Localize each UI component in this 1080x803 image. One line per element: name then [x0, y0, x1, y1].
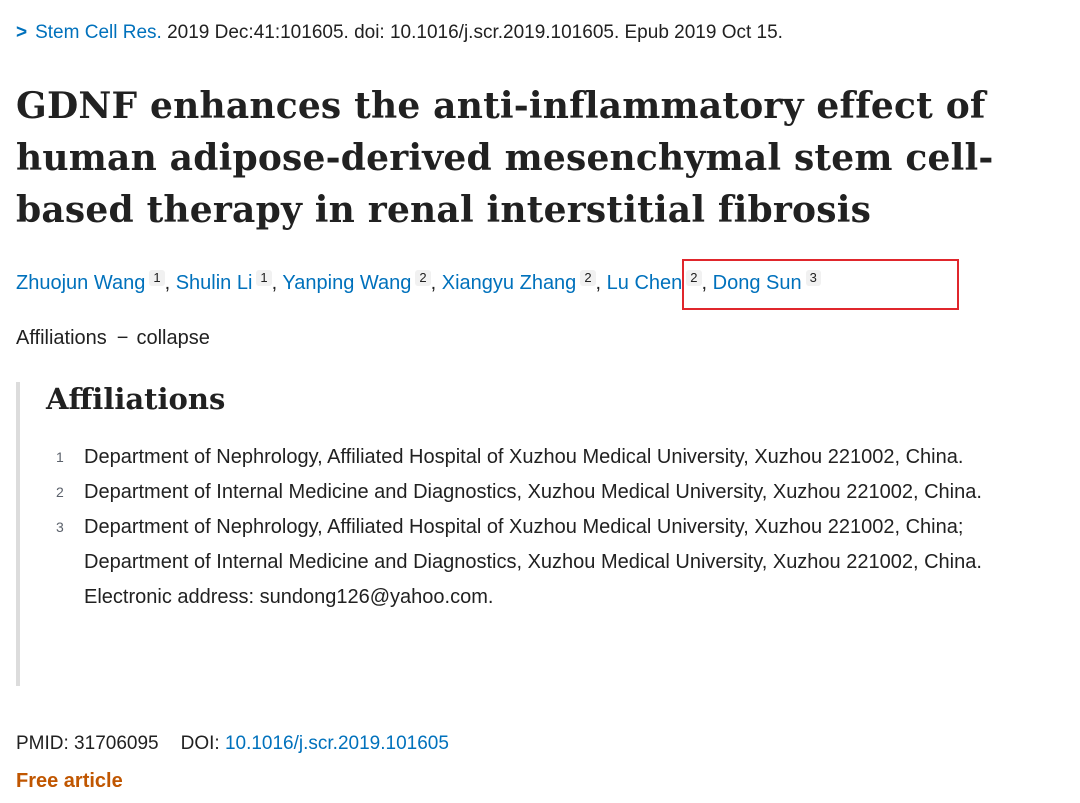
affiliations-toggle-label: Affiliations [16, 327, 107, 349]
affiliation-ref[interactable]: 2 [686, 270, 702, 286]
author-separator: , [164, 272, 176, 294]
citation-line: > Stem Cell Res. 2019 Dec:41:101605. doi:… [16, 22, 783, 44]
collapse-label: collapse [136, 327, 210, 349]
affiliations-toggle[interactable]: Affiliations − collapse [16, 327, 210, 350]
author-link[interactable]: Yanping Wang [282, 272, 412, 294]
affiliation-ref[interactable]: 2 [580, 270, 596, 286]
author-link[interactable]: Xiangyu Zhang [441, 272, 577, 294]
affiliations-panel: Affiliations 1 Department of Nephrology, … [16, 382, 1066, 686]
affiliation-ref[interactable]: 1 [256, 270, 272, 286]
affiliation-ref[interactable]: 3 [805, 270, 821, 286]
affiliation-item: 1 Department of Nephrology, Affiliated Ho… [56, 440, 1066, 475]
doi-link[interactable]: 10.1016/j.scr.2019.101605 [224, 733, 449, 754]
author-link[interactable]: Shulin Li [175, 272, 253, 294]
citation-details: 2019 Dec:41:101605. doi: 10.1016/j.scr.2… [161, 22, 783, 43]
affiliation-text: Department of Internal Medicine and Diag… [84, 481, 982, 503]
article-title: GDNF enhances the anti-inflammatory effe… [16, 85, 994, 231]
affiliation-number: 3 [56, 519, 64, 535]
author-separator: , [595, 272, 607, 294]
free-article-label: Free article [16, 770, 123, 792]
author-link[interactable]: Dong Sun [712, 272, 802, 294]
author-separator: , [701, 272, 713, 294]
author-link[interactable]: Lu Chen [606, 272, 683, 294]
doi-label: DOI: [180, 733, 225, 754]
affiliation-number: 1 [56, 449, 64, 465]
affiliation-ref[interactable]: 1 [149, 270, 165, 286]
pmid-label: PMID: 31706095 [16, 733, 159, 754]
affiliation-number: 2 [56, 484, 64, 500]
affiliation-text: Department of Nephrology, Affiliated Hos… [84, 516, 982, 608]
author-link[interactable]: Zhuojun Wang [16, 272, 146, 294]
affiliations-heading: Affiliations [46, 382, 226, 416]
minus-icon: − [116, 327, 129, 349]
chevron-right-icon[interactable]: > [16, 22, 28, 43]
affiliation-item: 3 Department of Nephrology, Affiliated Ho… [56, 510, 1066, 615]
affiliation-text: Department of Nephrology, Affiliated Hos… [84, 446, 964, 468]
author-list: Zhuojun Wang 1, Shulin Li 1, Yanping Wang 2… [16, 270, 821, 295]
affiliations-list: 1 Department of Nephrology, Affiliated Ho… [56, 440, 1066, 615]
highlight-annotation-box [682, 259, 959, 310]
affiliation-ref[interactable]: 2 [415, 270, 431, 286]
author-separator: , [430, 272, 442, 294]
article-identifiers: PMID: 31706095 DOI: 10.1016/j.scr.2019.10… [16, 733, 449, 755]
affiliation-item: 2 Department of Internal Medicine and Dia… [56, 475, 1066, 510]
author-separator: , [271, 272, 283, 294]
journal-link[interactable]: Stem Cell Res. [35, 22, 162, 43]
